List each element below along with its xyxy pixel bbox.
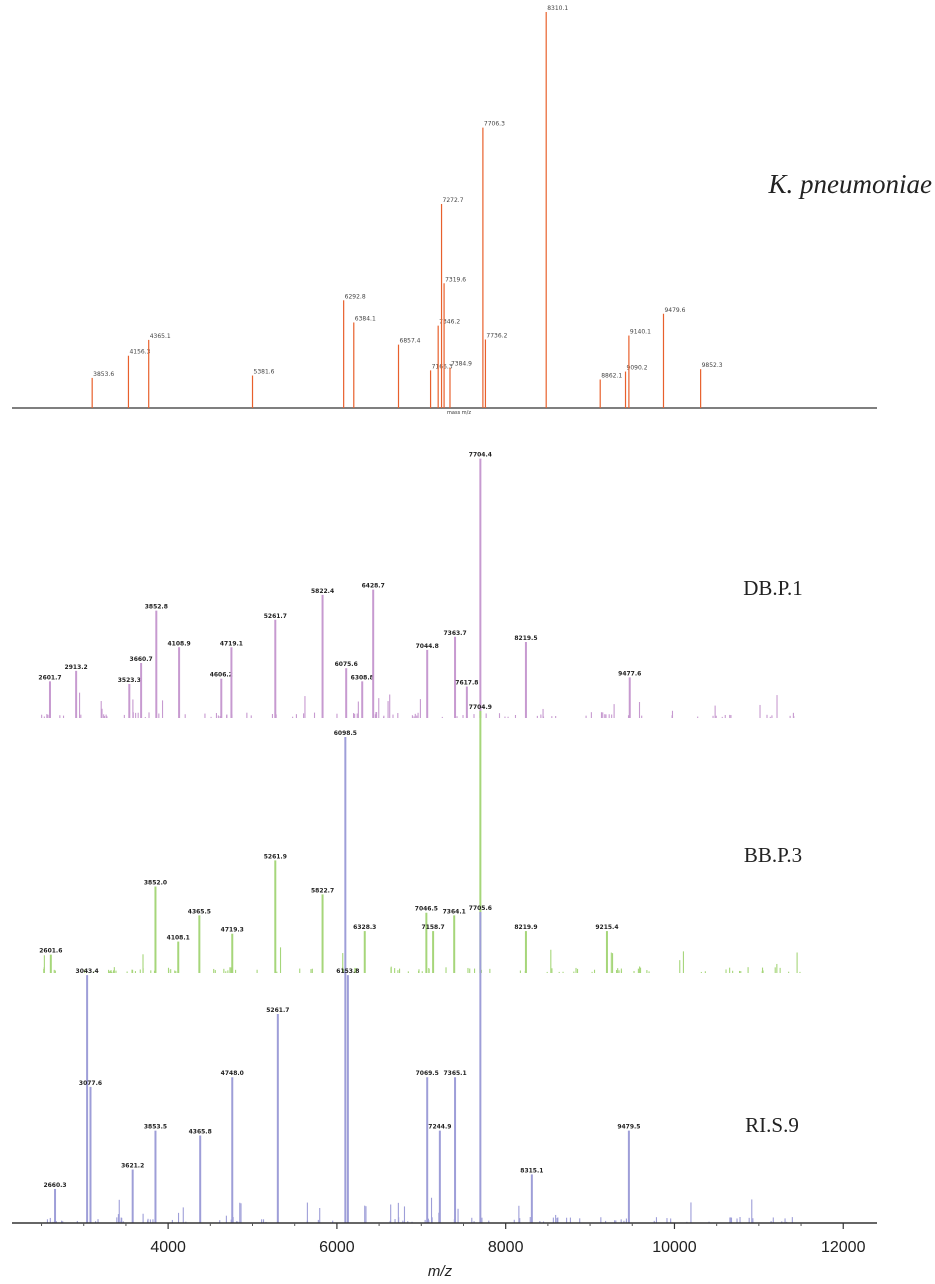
peaks-bb-p-3: 2601.6 3852.0 4108.1 4365.5 4719.3 5261.9 5822… (39, 704, 801, 973)
peak-label-ri-s-9-12: 7244.9 (428, 1124, 451, 1131)
peak-label-bb-p-3-8: 6328.3 (353, 924, 376, 931)
peak-label-k-pneumoniae-20: 9852.3 (702, 362, 723, 369)
peak-label-db-p-1-10: 5822.4 (311, 588, 334, 595)
peak-label-bb-p-3-5: 4719.3 (221, 927, 244, 934)
x-tick-label-6000: 6000 (319, 1239, 355, 1256)
peak-label-k-pneumoniae-6: 6384.1 (355, 315, 376, 322)
peak-label-bb-p-3-6: 5261.9 (264, 853, 287, 860)
peak-label-db-p-1-19: 9477.6 (618, 670, 641, 677)
peak-label-k-pneumoniae-18: 9140.1 (630, 329, 651, 336)
peak-label-k-pneumoniae-10: 7272.7 (443, 197, 464, 204)
peak-label-bb-p-3-7: 5822.7 (311, 887, 334, 894)
panel-db-p-1: 2601.7 2913.2 3523.3 3660.7 3852.8 4108.9 4606… (38, 452, 803, 718)
peak-label-bb-p-3-4: 4365.5 (188, 908, 211, 915)
peak-label-db-p-1-6: 4108.9 (168, 640, 191, 647)
peak-label-db-p-1-17: 7704.4 (469, 452, 492, 459)
peak-label-ri-s-9-3: 3077.6 (79, 1080, 102, 1087)
peak-label-k-pneumoniae-2: 4156.3 (129, 349, 150, 356)
peak-label-k-pneumoniae-1: 3853.6 (93, 371, 114, 378)
peak-label-db-p-1-2: 2913.2 (65, 664, 88, 671)
peak-label-k-pneumoniae-8: 7166.3 (432, 363, 453, 370)
peak-label-ri-s-9-8: 5261.7 (266, 1007, 289, 1014)
strain-label-ri-s-9: RI.S.9 (745, 1113, 799, 1137)
x-axis-title: m/z (428, 1263, 453, 1280)
peak-label-k-pneumoniae-3: 4365.1 (150, 333, 171, 340)
peak-label-db-p-1-7: 4606.2 (210, 672, 233, 679)
peak-label-k-pneumoniae-5: 6292.8 (345, 293, 366, 300)
x-tick-label-12000: 12000 (821, 1239, 866, 1256)
peak-label-db-p-1-13: 6428.7 (362, 583, 385, 590)
peak-label-k-pneumoniae-19: 9479.6 (664, 307, 685, 314)
peak-label-ri-s-9-4: 3621.2 (121, 1163, 144, 1170)
peak-label-db-p-1-3: 3523.3 (118, 677, 141, 684)
peak-label-bb-p-3-13: 8219.9 (514, 924, 537, 931)
peak-label-db-p-1-5: 3852.8 (145, 604, 168, 611)
x-axis-ticks: 4000 6000 8000 10000 12000 (41, 1223, 866, 1256)
peak-label-ri-s-9-15: 8315.1 (520, 1167, 543, 1174)
peak-label-bb-p-3-2: 3852.0 (144, 880, 167, 887)
peak-label-ri-s-9-10: 6153.8 (336, 968, 359, 975)
peak-label-ri-s-9-9: 6098.5 (334, 730, 357, 737)
panel-ri-s-9: 2660.3 3043.4 3077.6 3621.2 3853.5 4365.8 4748… (43, 730, 799, 1223)
peak-label-k-pneumoniae-16: 8862.1 (601, 372, 622, 379)
peak-label-k-pneumoniae-13: 7706.3 (484, 121, 505, 128)
peak-label-bb-p-3-12: 7704.9 (469, 704, 492, 711)
peak-label-k-pneumoniae-12: 7384.9 (451, 361, 472, 368)
peak-label-ri-s-9-6: 4365.8 (189, 1129, 212, 1136)
peak-label-db-p-1-15: 7363.7 (443, 630, 466, 637)
peak-label-db-p-1-1: 2601.7 (38, 674, 61, 681)
peak-label-db-p-1-4: 3660.7 (130, 656, 153, 663)
peak-label-db-p-1-9: 5261.7 (264, 613, 287, 620)
x-tick-label-8000: 8000 (488, 1239, 524, 1256)
peak-label-bb-p-3-3: 4108.1 (167, 935, 190, 942)
peak-label-bb-p-3-11: 7364.1 (443, 908, 466, 915)
peak-label-db-p-1-16: 7617.8 (455, 680, 478, 687)
peak-label-ri-s-9-7: 4748.0 (221, 1070, 244, 1077)
peak-label-bb-p-3-10: 7158.7 (422, 924, 445, 931)
peak-label-bb-p-3-14: 9215.4 (595, 924, 618, 931)
x-tick-label-10000: 10000 (652, 1239, 697, 1256)
species-label: K. pneumoniae (768, 169, 932, 199)
peak-label-k-pneumoniae-14: 7736.2 (486, 332, 507, 339)
peak-label-db-p-1-11: 6075.6 (335, 661, 358, 668)
panel-bb-p-3: 2601.6 3852.0 4108.1 4365.5 4719.3 5261.9 5822… (39, 704, 802, 973)
strain-label-bb-p-3: BB.P.3 (744, 843, 802, 867)
peak-label-ri-s-9-2: 3043.4 (76, 968, 99, 975)
peak-label-db-p-1-8: 4719.1 (220, 640, 243, 647)
peak-label-ri-s-9-13: 7365.1 (443, 1070, 466, 1077)
peak-label-k-pneumoniae-4: 5381.6 (254, 369, 275, 376)
peaks-ri-s-9: 2660.3 3043.4 3077.6 3621.2 3853.5 4365.8 4748… (43, 730, 793, 1223)
peak-label-bb-p-3-1: 2601.6 (39, 948, 62, 955)
peak-label-k-pneumoniae-11: 7319.6 (445, 276, 466, 283)
peak-label-ri-s-9-5: 3853.5 (144, 1124, 167, 1131)
peaks-k-pneumoniae: 3853.6 4156.3 4365.1 5381.6 6292.8 6384.1 6857… (91, 5, 723, 408)
strain-label-db-p-1: DB.P.1 (743, 576, 803, 600)
peak-label-db-p-1-18: 8219.5 (514, 635, 537, 642)
peaks-db-p-1: 2601.7 2913.2 3523.3 3660.7 3852.8 4108.9 4606… (38, 452, 795, 718)
panel-k-pneumoniae: 3853.6 4156.3 4365.1 5381.6 6292.8 6384.1 6857… (12, 5, 932, 416)
peak-label-k-pneumoniae-9: 7346.2 (439, 319, 460, 326)
peak-label-db-p-1-12: 6308.8 (351, 674, 374, 681)
peak-label-ri-s-9-11: 7069.5 (416, 1070, 439, 1077)
x-tick-label-4000: 4000 (150, 1239, 186, 1256)
peak-label-k-pneumoniae-15: 8310.1 (547, 5, 568, 12)
peak-label-k-pneumoniae-7: 6857.4 (400, 338, 421, 345)
small-axis-title: mass m/z (447, 410, 471, 416)
peak-label-k-pneumoniae-17: 9090.2 (627, 365, 648, 372)
peak-label-ri-s-9-14: 7705.6 (469, 905, 492, 912)
peak-label-bb-p-3-9: 7046.5 (415, 906, 438, 913)
x-axis: 4000 6000 8000 10000 12000 m/z (12, 1222, 877, 1280)
peak-label-db-p-1-14: 7044.8 (416, 643, 439, 650)
peak-label-ri-s-9-16: 9479.5 (617, 1124, 640, 1131)
peak-label-ri-s-9-1: 2660.3 (43, 1182, 66, 1189)
